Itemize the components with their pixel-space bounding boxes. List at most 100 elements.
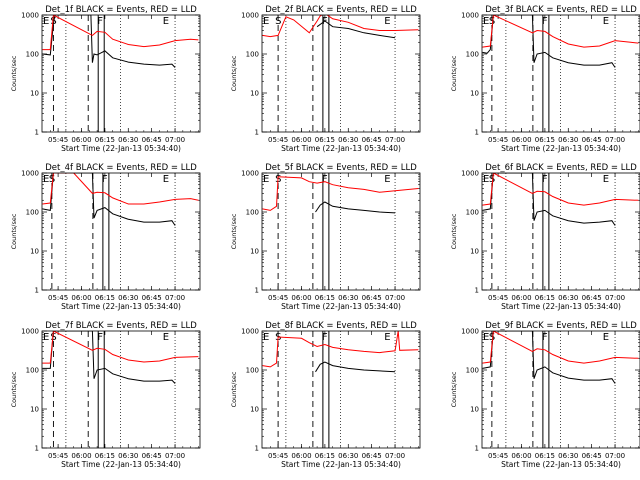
y-axis-label: Counts/sec: [10, 55, 18, 91]
marker-label-e: E: [483, 174, 489, 185]
x-tick-label: 06:45: [142, 294, 162, 302]
marker-label-e: E: [603, 174, 609, 185]
y-tick-label: 1: [255, 129, 259, 137]
x-tick-label: 06:00: [511, 452, 531, 460]
x-tick-label: 06:30: [558, 294, 578, 302]
panel-title: Det_9f BLACK = Events, RED = LLD: [485, 321, 637, 331]
y-tick-label: 1: [255, 287, 259, 295]
y-tick-label: 10: [250, 248, 259, 256]
x-tick-label: 05:45: [48, 452, 68, 460]
y-tick-label: 1000: [461, 12, 479, 20]
x-tick-label: 06:45: [362, 452, 382, 460]
x-tick-label: 06:45: [582, 294, 602, 302]
x-tick-label: 06:30: [118, 452, 138, 460]
panel-det-6f: Det_6f BLACK = Events, RED = LLD 1 10 100 10…: [450, 163, 640, 311]
x-tick-label: 06:30: [118, 136, 138, 144]
y-tick-label: 100: [246, 51, 259, 59]
x-tick-label: 07:00: [165, 294, 185, 302]
x-tick-label: 06:45: [362, 136, 382, 144]
marker-label-e: E: [43, 174, 49, 185]
x-tick-label: 06:30: [118, 294, 138, 302]
marker-label-e: E: [163, 174, 169, 185]
x-tick-label: 06:15: [315, 452, 335, 460]
panel-det-8f: Det_8f BLACK = Events, RED = LLD 1 10 100 10…: [230, 321, 421, 469]
y-tick-label: 1: [255, 445, 259, 453]
y-tick-label: 100: [26, 51, 39, 59]
x-tick-label: 05:45: [48, 294, 68, 302]
plot-frame: [261, 330, 421, 449]
plot-frame: [41, 14, 201, 133]
y-tick-label: 1000: [21, 12, 39, 20]
x-axis-label: Start Time (22-Jan-13 05:34:40): [281, 302, 401, 311]
x-tick-label: 06:45: [582, 136, 602, 144]
x-tick-label: 05:45: [268, 452, 288, 460]
x-tick-label: 05:45: [488, 294, 508, 302]
y-tick-label: 1: [475, 129, 479, 137]
marker-label-s: S: [50, 332, 56, 343]
marker-label-e: E: [603, 332, 609, 343]
x-tick-label: 05:45: [268, 294, 288, 302]
series-line-events: [42, 173, 176, 226]
x-tick-label: 06:00: [291, 452, 311, 460]
series-line-events: [315, 201, 396, 214]
marker-label-e: E: [263, 16, 269, 27]
x-tick-label: 06:30: [338, 452, 358, 460]
y-axis-label: Counts/sec: [10, 371, 18, 407]
plot-frame: [261, 172, 421, 291]
series-line-lld: [482, 173, 639, 206]
x-tick-label: 06:15: [95, 136, 115, 144]
panel-title: Det_7f BLACK = Events, RED = LLD: [45, 321, 197, 331]
marker-label-e: E: [43, 332, 49, 343]
x-axis-label: Start Time (22-Jan-13 05:34:40): [61, 460, 181, 469]
marker-label-e: E: [483, 16, 489, 27]
x-axis-label: Start Time (22-Jan-13 05:34:40): [61, 302, 181, 311]
x-tick-label: 06:15: [315, 294, 335, 302]
y-tick-label: 100: [466, 51, 479, 59]
x-tick-label: 07:00: [605, 452, 625, 460]
x-tick-label: 06:00: [511, 136, 531, 144]
marker-label-s: S: [49, 174, 55, 185]
series-line-events: [42, 15, 176, 68]
plot-frame: [481, 330, 640, 449]
x-tick-label: 06:15: [95, 452, 115, 460]
y-tick-label: 10: [470, 248, 479, 256]
x-axis-label: Start Time (22-Jan-13 05:34:40): [501, 460, 621, 469]
x-tick-label: 07:00: [605, 294, 625, 302]
panel-det-1f: Det_1f BLACK = Events, RED = LLD 1 10 100 10…: [10, 5, 201, 153]
x-axis-label: Start Time (22-Jan-13 05:34:40): [281, 460, 401, 469]
x-tick-label: 05:45: [268, 136, 288, 144]
marker-label-e: E: [384, 332, 390, 343]
series-line-events: [482, 331, 616, 384]
plot-frame: [41, 330, 201, 449]
panel-title: Det_1f BLACK = Events, RED = LLD: [45, 5, 197, 15]
series-line-lld: [42, 173, 199, 205]
panel-det-7f: Det_7f BLACK = Events, RED = LLD 1 10 100 10…: [10, 321, 201, 469]
x-tick-label: 07:00: [385, 136, 405, 144]
marker-label-e: E: [384, 174, 390, 185]
x-tick-label: 07:00: [385, 294, 405, 302]
marker-label-e: E: [603, 16, 609, 27]
panel-title: Det_3f BLACK = Events, RED = LLD: [485, 5, 637, 15]
x-tick-label: 06:15: [535, 452, 555, 460]
x-tick-label: 05:45: [48, 136, 68, 144]
y-tick-label: 10: [470, 90, 479, 98]
x-tick-label: 06:00: [71, 452, 91, 460]
marker-label-e: E: [163, 332, 169, 343]
y-axis-label: Counts/sec: [230, 55, 238, 91]
y-axis-label: Counts/sec: [10, 213, 18, 249]
x-tick-label: 06:30: [338, 136, 358, 144]
series-line-events: [482, 173, 616, 226]
marker-label-e: E: [263, 174, 269, 185]
marker-label-e: E: [263, 332, 269, 343]
marker-label-e: E: [43, 16, 49, 27]
series-line-lld: [262, 15, 419, 38]
x-axis-label: Start Time (22-Jan-13 05:34:40): [61, 144, 181, 153]
x-tick-label: 05:45: [488, 452, 508, 460]
marker-label-f: F: [102, 174, 108, 185]
y-tick-label: 1000: [461, 170, 479, 178]
y-tick-label: 1: [35, 445, 39, 453]
series-line-events: [316, 20, 396, 39]
y-tick-label: 100: [26, 209, 39, 217]
marker-label-f: F: [97, 332, 103, 343]
